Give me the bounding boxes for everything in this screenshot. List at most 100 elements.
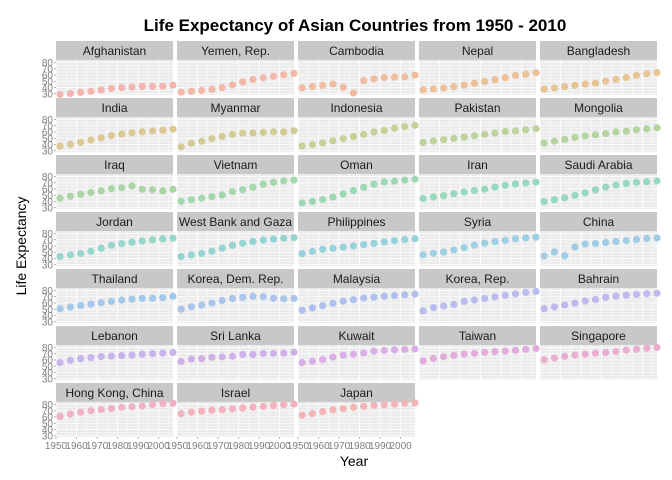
data-point [329,80,337,88]
data-point [66,410,74,418]
data-point [339,405,347,413]
facet-points [177,292,298,313]
facet-strip [56,269,173,288]
data-point [370,347,378,355]
data-point [308,140,316,149]
data-point [159,294,167,302]
data-point [349,132,358,141]
data-point [470,79,479,87]
x-tick-label: 2000 [148,441,171,452]
data-point [591,79,600,87]
data-point [107,185,116,193]
data-point [653,234,661,242]
data-point [218,353,226,361]
y-tick-label: 60 [42,71,54,82]
data-point [308,304,316,312]
facet-strip [56,326,173,345]
data-point [77,138,85,146]
facet-points [419,287,540,315]
facet-pakistan: Pakistan [418,98,540,152]
facet-points [56,399,177,420]
facet-points [540,234,661,260]
data-point [319,81,327,89]
data-point [429,303,437,312]
y-tick-label: 60 [42,185,54,196]
data-point [581,240,589,248]
facet-strip [56,212,173,231]
data-point [259,293,267,301]
data-point [440,84,448,92]
data-point [118,403,126,411]
data-point [118,352,126,360]
data-point [401,345,409,354]
data-point [169,234,177,242]
data-point [591,131,600,139]
data-point [370,75,378,83]
facet-gridlines [418,174,536,209]
facet-strip [540,98,657,117]
data-point [118,130,126,138]
data-point [228,294,237,303]
facet-saudi-arabia: Saudi Arabia [539,155,661,209]
facet-gridlines [297,345,415,380]
facet-syria: Syria [418,212,540,266]
facet-gridlines [176,174,294,209]
facet-points [56,182,177,202]
facet-strip [540,326,657,345]
data-point [187,355,195,363]
data-point [522,70,530,78]
facet-strip-label: Bangladesh [567,44,630,58]
y-tick-label: 80 [42,229,54,240]
data-point [470,241,479,249]
data-point [298,411,306,419]
y-tick-label: 70 [42,406,54,417]
data-point [77,301,85,310]
facet-points [540,343,661,364]
y-axis-title: Life Expectancy [13,197,29,296]
data-point [138,237,146,245]
facet-gridlines [176,402,294,437]
facet-points [419,233,540,259]
data-point [522,345,530,353]
facet-points [540,289,661,313]
data-point [249,350,257,358]
facet-panel-background [177,288,294,323]
data-point [239,129,247,137]
facet-strip [298,41,415,60]
data-point [239,350,247,359]
facet-strip-label: Nepal [462,44,493,58]
data-point [522,126,530,134]
data-point [269,401,278,410]
data-point [198,249,206,258]
y-tick-label: 40 [42,83,54,94]
facet-strip [177,326,294,345]
facet-panel-background [540,60,657,95]
data-point [540,305,548,313]
data-point [319,195,327,204]
data-point [370,239,378,247]
facet-strip [419,269,536,288]
facet-strip-label: Malaysia [333,272,381,286]
data-point [360,241,368,249]
data-point [491,129,499,137]
data-point [138,128,146,136]
data-point [491,183,499,191]
x-tick-label: 1980 [106,441,129,452]
data-point [159,235,167,243]
data-point [87,188,95,197]
data-point [169,399,177,407]
data-point [228,405,237,413]
facet-panel-background [298,288,415,323]
facet-iran: Iran [418,155,540,209]
data-point [280,128,288,136]
facet-gridlines [418,60,536,95]
facet-china: China [539,212,661,266]
facet-gridlines [418,345,536,380]
facet-strip-label: Mongolia [574,101,623,115]
facet-panel-background [419,231,536,266]
data-point [66,303,74,311]
